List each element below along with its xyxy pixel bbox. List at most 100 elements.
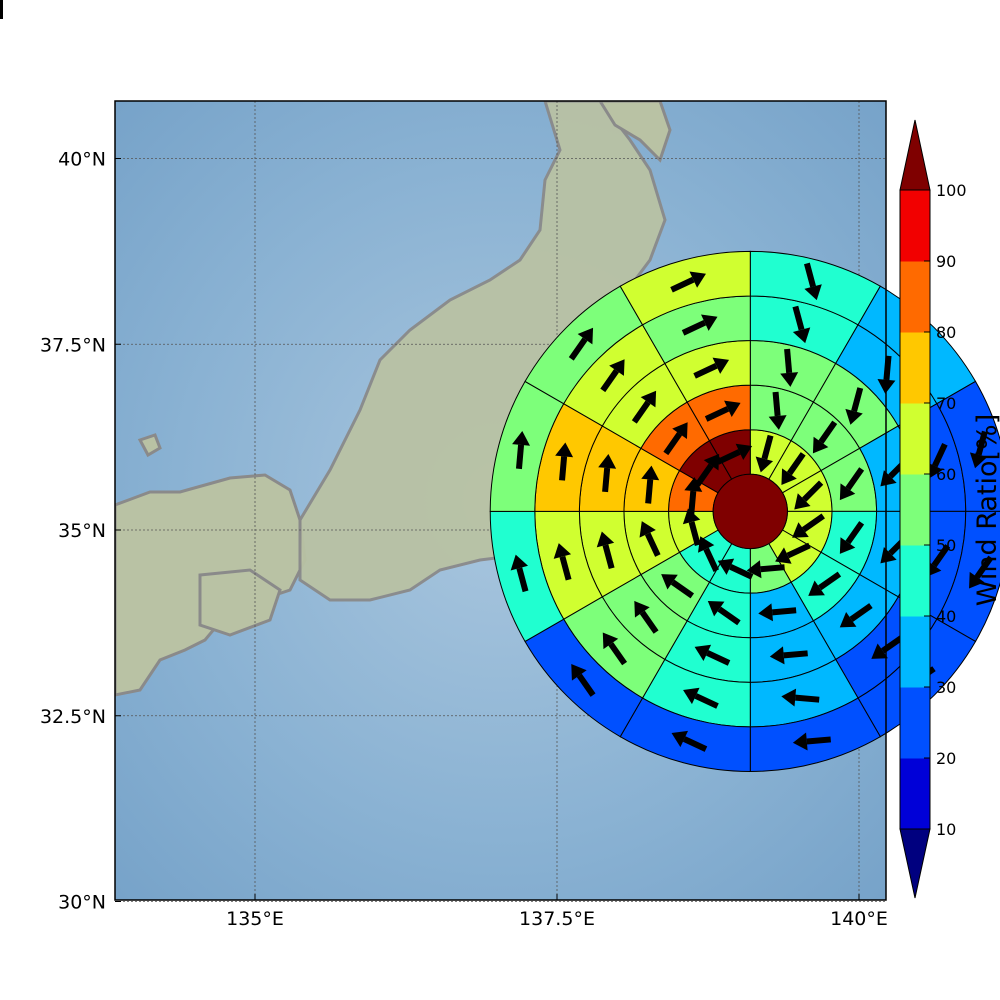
x-tick-label-0: 135°E [226, 908, 284, 930]
wind-arrow-r3-s12 [693, 357, 730, 379]
colorbar-tick-label-0: 10 [936, 820, 956, 839]
colorbar-label: Wind Ratio[%] [972, 414, 1000, 606]
wind-arrow-r1-s3 [794, 480, 824, 510]
colorbar-segment-0 [900, 758, 930, 830]
cell-r5-s12 [619, 250, 751, 326]
wind-arrow-r3-s5 [839, 603, 873, 628]
wind-arrow-r3-s7 [694, 644, 731, 666]
wind-arrow-r2-s10 [641, 465, 660, 504]
wind-arrow-r5-s12 [670, 271, 706, 293]
colorbar-tick-label-4: 50 [936, 536, 956, 555]
colorbar-under-extension [899, 828, 931, 899]
cell-r5-s3 [936, 380, 1000, 512]
y-tick-label-4: 40°N [58, 149, 106, 171]
y-tick-label-2: 35°N [58, 520, 106, 542]
y-tick-label-3: 37.5°N [40, 334, 106, 356]
colorbar-segment-6 [900, 332, 930, 404]
colorbar-segment-7 [900, 261, 930, 333]
land-small-island [137, 433, 162, 458]
wind-arrow-r4-s12 [681, 314, 718, 336]
land-shikoku [198, 568, 282, 637]
land-honshu-central [298, 101, 667, 602]
colorbar-over-extension [899, 119, 931, 191]
y-tick-label-0: 30°N [58, 892, 106, 914]
wind-arrow-r3-s9 [596, 531, 615, 570]
colorbar-segment-8 [900, 190, 930, 262]
colorbar-segments [899, 119, 931, 899]
wind-arrow-r5-s6 [792, 732, 832, 751]
colorbar-tick-label-2: 30 [936, 678, 956, 697]
colorbar-tick-label-6: 70 [936, 394, 956, 413]
wind-arrow-r2-s12 [704, 400, 741, 422]
wind-arrow-r1-s6 [746, 560, 785, 579]
wind-arrow-r4-s5 [871, 634, 905, 659]
wind-arrow-r5-s11 [568, 327, 594, 361]
wind-arrow-r1-s12 [716, 443, 753, 465]
wind-arrow-r3-s8 [634, 600, 659, 634]
wind-arrow-r1-s2 [781, 452, 806, 485]
colorbar-tick-label-1: 20 [936, 749, 956, 768]
wind-arrow-r5-s8 [571, 663, 596, 697]
wind-arrow-r3-s2 [845, 387, 864, 425]
x-tick-label-1: 137.5°E [519, 908, 595, 930]
colorbar-segment-2 [900, 616, 930, 688]
wind-arrow-r1-s8 [697, 536, 719, 572]
colorbar-frame [899, 189, 931, 830]
wind-arrow-r2-s6 [758, 603, 797, 622]
wind-arrows [0, 0, 994, 752]
land-hokkaido [598, 101, 672, 163]
wind-arrow-r5-s7 [671, 730, 708, 752]
wind-arrow-r3-s10 [598, 454, 617, 493]
wind-arrow-r5-s1 [804, 262, 822, 301]
wind-arrow-r2-s4 [839, 521, 865, 554]
colorbar-segment-5 [900, 403, 930, 475]
wind-arrow-r4-s1 [792, 305, 811, 344]
wind-arrow-r5-s10 [512, 430, 531, 470]
wind-arrow-r1-s5 [775, 542, 811, 564]
wind-arrow-r4-s8 [602, 632, 628, 666]
y-tick-label-1: 32.5°N [40, 706, 106, 728]
cell-center [712, 473, 788, 550]
wind-arrow-r4-s9 [553, 543, 572, 581]
wind-arrow-r5-s4 [969, 555, 994, 589]
wind-arrow-r2-s9 [639, 521, 661, 557]
land-layer [115, 101, 672, 697]
wind-arrow-r1-s9 [682, 508, 701, 546]
map-frame [114, 100, 887, 901]
wind-arrow-r2-s8 [661, 574, 695, 599]
wind-arrow-r2-s5 [808, 571, 842, 596]
colorbar-tick-label-9: 100 [936, 181, 967, 200]
colorbar-tick-label-8: 90 [936, 252, 956, 271]
wind-arrow-r1-s10 [684, 477, 703, 516]
wind-arrow-r4-s11 [600, 359, 625, 393]
wind-arrow-r4-s3 [926, 442, 948, 479]
wind-arrow-r3-s6 [769, 646, 808, 665]
colorbar-ticks: 10 20 30 40 50 60 70 80 90 100 [924, 181, 967, 839]
wind-arrow-r1-s7 [717, 558, 754, 580]
wind-arrow-r6-s12 [0, 0, 3, 19]
colorbar-tick-label-7: 80 [936, 323, 956, 342]
y-axis-ticks: 30°N 32.5°N 35°N 37.5°N 40°N [40, 149, 121, 914]
wind-arrow-r3-s1 [780, 348, 799, 387]
wind-arrow-r3-s11 [631, 390, 657, 424]
x-tick-label-2: 140°E [830, 908, 888, 930]
wind-arrow-r4-s6 [781, 688, 820, 707]
wind-arrow-r2-s11 [663, 422, 688, 456]
colorbar-segment-3 [900, 545, 930, 617]
wind-arrow-r5-s9 [510, 554, 529, 593]
wind-arrow-r2-s7 [707, 601, 741, 626]
colorbar-segment-1 [900, 687, 930, 759]
wind-arrow-r2-s3 [839, 467, 865, 501]
colorbar: 10 20 30 40 50 60 70 80 90 100 Wind Ratio[%] [899, 119, 1000, 899]
wind-arrow-r2-s2 [812, 420, 838, 454]
wind-arrow-r1-s11 [694, 453, 720, 487]
colorbar-tick-label-3: 40 [936, 607, 956, 626]
wind-arrow-r4-s7 [683, 687, 719, 709]
wind-arrow-r1-s4 [792, 513, 825, 538]
colorbar-tick-label-5: 60 [936, 465, 956, 484]
colorbar-segment-4 [900, 474, 930, 546]
wind-arrow-r2-s1 [768, 391, 787, 430]
